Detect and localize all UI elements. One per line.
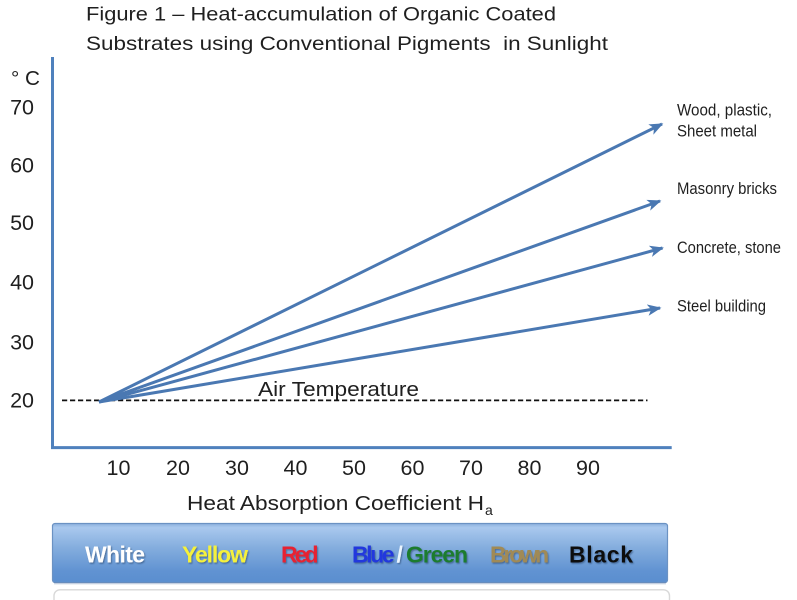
svg-text:Red: Red [281,542,319,568]
svg-text:a: a [485,502,493,518]
svg-text:Air Temperature: Air Temperature [258,379,419,401]
svg-text:30: 30 [225,456,249,480]
svg-text:Figure 1 – Heat-accumulation o: Figure 1 – Heat-accumulation of Organic … [86,4,556,26]
svg-text:Heat Absorption Coefficient H: Heat Absorption Coefficient H [187,492,484,515]
svg-text:80: 80 [518,456,542,480]
svg-text:Green: Green [406,542,468,568]
svg-text:Wood, plastic,: Wood, plastic, [677,102,772,120]
svg-text:40: 40 [284,456,308,480]
svg-text:30: 30 [10,331,34,355]
svg-text:Masonry bricks: Masonry bricks [677,180,777,198]
svg-text:50: 50 [342,456,366,480]
svg-text:10: 10 [107,456,131,480]
svg-text:20: 20 [166,456,190,480]
svg-text:90: 90 [576,456,600,480]
svg-text:20: 20 [10,389,34,413]
svg-text:Blue: Blue [352,542,395,568]
svg-text:Brown: Brown [490,542,549,568]
svg-text:° C: ° C [11,67,40,90]
svg-text:Black: Black [569,542,633,568]
svg-text:70: 70 [10,96,34,120]
svg-text:Steel building: Steel building [677,298,766,316]
svg-text:70: 70 [459,456,483,480]
svg-text:Substrates using Conventional: Substrates using Conventional Pigments i… [86,33,609,55]
svg-text:Sheet metal: Sheet metal [677,122,757,140]
svg-text:60: 60 [10,154,34,178]
svg-text:50: 50 [10,211,34,235]
svg-text:Concrete, stone: Concrete, stone [677,239,781,257]
svg-text:Yellow: Yellow [182,542,248,568]
svg-text:White: White [85,542,145,568]
svg-text:40: 40 [10,271,34,295]
svg-text:/: / [397,542,404,568]
svg-text:60: 60 [401,456,425,480]
